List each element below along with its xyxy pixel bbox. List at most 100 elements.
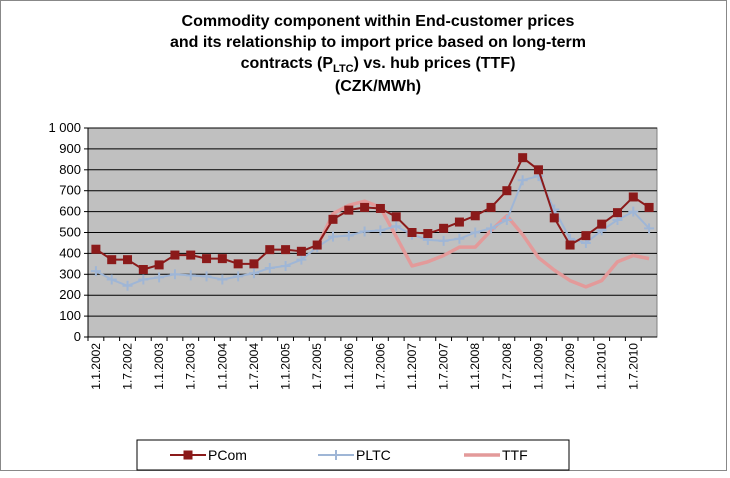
marker [549, 213, 559, 223]
x-tick-label: 1.7.2005 [310, 343, 324, 390]
marker [454, 217, 464, 227]
x-tick-label: 1.1.2004 [215, 343, 229, 390]
y-tick-label: 700 [59, 183, 81, 198]
marker [454, 233, 465, 244]
x-tick-label: 1.1.2003 [152, 343, 166, 390]
x-tick-label: 1.1.2010 [595, 343, 609, 390]
marker [517, 175, 528, 186]
marker [170, 250, 180, 260]
marker [331, 450, 341, 460]
marker [375, 225, 386, 236]
chart-title: and its relationship to import price bas… [170, 34, 586, 51]
y-tick-label: 0 [74, 329, 81, 344]
marker [233, 271, 244, 282]
title-part: contracts (P [241, 55, 334, 72]
chart-title: Commodity component within End-customer … [182, 13, 575, 30]
legend-item: PCom [170, 447, 247, 463]
title-subscript: LTC [333, 63, 354, 75]
marker [391, 212, 401, 222]
y-tick-label: 100 [59, 308, 81, 323]
marker [106, 274, 117, 285]
y-tick-label: 600 [59, 204, 81, 219]
marker [439, 223, 449, 233]
marker [597, 219, 607, 229]
marker [154, 272, 165, 283]
marker [612, 208, 622, 218]
marker [138, 264, 148, 274]
marker [343, 230, 354, 241]
marker [248, 268, 259, 279]
marker [502, 186, 512, 196]
marker [123, 255, 133, 265]
y-tick-label: 800 [59, 162, 81, 177]
y-tick-label: 900 [59, 141, 81, 156]
marker [233, 259, 243, 269]
x-tick-label: 1.7.2010 [626, 343, 640, 390]
marker [328, 214, 338, 224]
chart-title: (CZK/MWh) [335, 78, 421, 95]
marker [122, 280, 133, 291]
x-tick-label: 1.1.2009 [531, 343, 545, 390]
y-tick-label: 200 [59, 287, 81, 302]
marker [201, 271, 212, 282]
marker [327, 231, 338, 242]
marker [296, 246, 306, 256]
marker [438, 235, 449, 246]
legend-label: PCom [208, 447, 247, 463]
x-tick-label: 1.7.2009 [563, 343, 577, 390]
marker [91, 244, 101, 254]
marker [581, 231, 591, 241]
x-tick-label: 1.1.2007 [405, 343, 419, 390]
marker [138, 274, 149, 285]
marker [486, 202, 496, 212]
x-tick-label: 1.1.2008 [468, 343, 482, 390]
x-tick-label: 1.1.2006 [342, 343, 356, 390]
marker [185, 270, 196, 281]
y-tick-label: 1 000 [48, 120, 81, 135]
x-tick-label: 1.7.2008 [500, 343, 514, 390]
chart-title: contracts (PLTC) vs. hub prices (TTF) [241, 55, 516, 75]
marker [265, 245, 275, 255]
marker [249, 259, 259, 269]
marker [264, 263, 275, 274]
title-part: ) vs. hub prices (TTF) [354, 55, 516, 72]
x-tick-label: 1.7.2002 [121, 343, 135, 390]
legend-item: PLTC [318, 447, 391, 463]
x-tick-label: 1.1.2002 [89, 343, 103, 390]
marker [154, 260, 164, 270]
x-tick-label: 1.7.2007 [437, 343, 451, 390]
marker [217, 274, 228, 285]
marker [470, 211, 480, 221]
marker [423, 229, 433, 239]
marker [407, 228, 417, 237]
marker [217, 254, 227, 264]
marker [533, 165, 543, 175]
marker [281, 245, 291, 255]
marker [202, 254, 212, 264]
marker [644, 202, 654, 212]
y-tick-label: 300 [59, 266, 81, 281]
y-tick-label: 500 [59, 225, 81, 240]
marker [90, 266, 101, 277]
marker [183, 450, 193, 460]
x-tick-label: 1.1.2005 [279, 343, 293, 390]
marker [470, 227, 481, 238]
marker [518, 153, 528, 163]
marker [628, 206, 639, 217]
marker [360, 202, 370, 212]
x-tick-label: 1.7.2004 [247, 343, 261, 390]
marker [391, 221, 402, 232]
marker [169, 269, 180, 280]
x-tick-label: 1.7.2006 [373, 343, 387, 390]
marker [296, 254, 307, 265]
marker [186, 250, 196, 260]
y-tick-label: 400 [59, 245, 81, 260]
marker [344, 205, 354, 215]
marker [359, 226, 370, 237]
marker [501, 214, 512, 225]
marker [628, 192, 638, 202]
marker [644, 223, 655, 234]
marker [565, 240, 575, 250]
marker [107, 255, 117, 265]
